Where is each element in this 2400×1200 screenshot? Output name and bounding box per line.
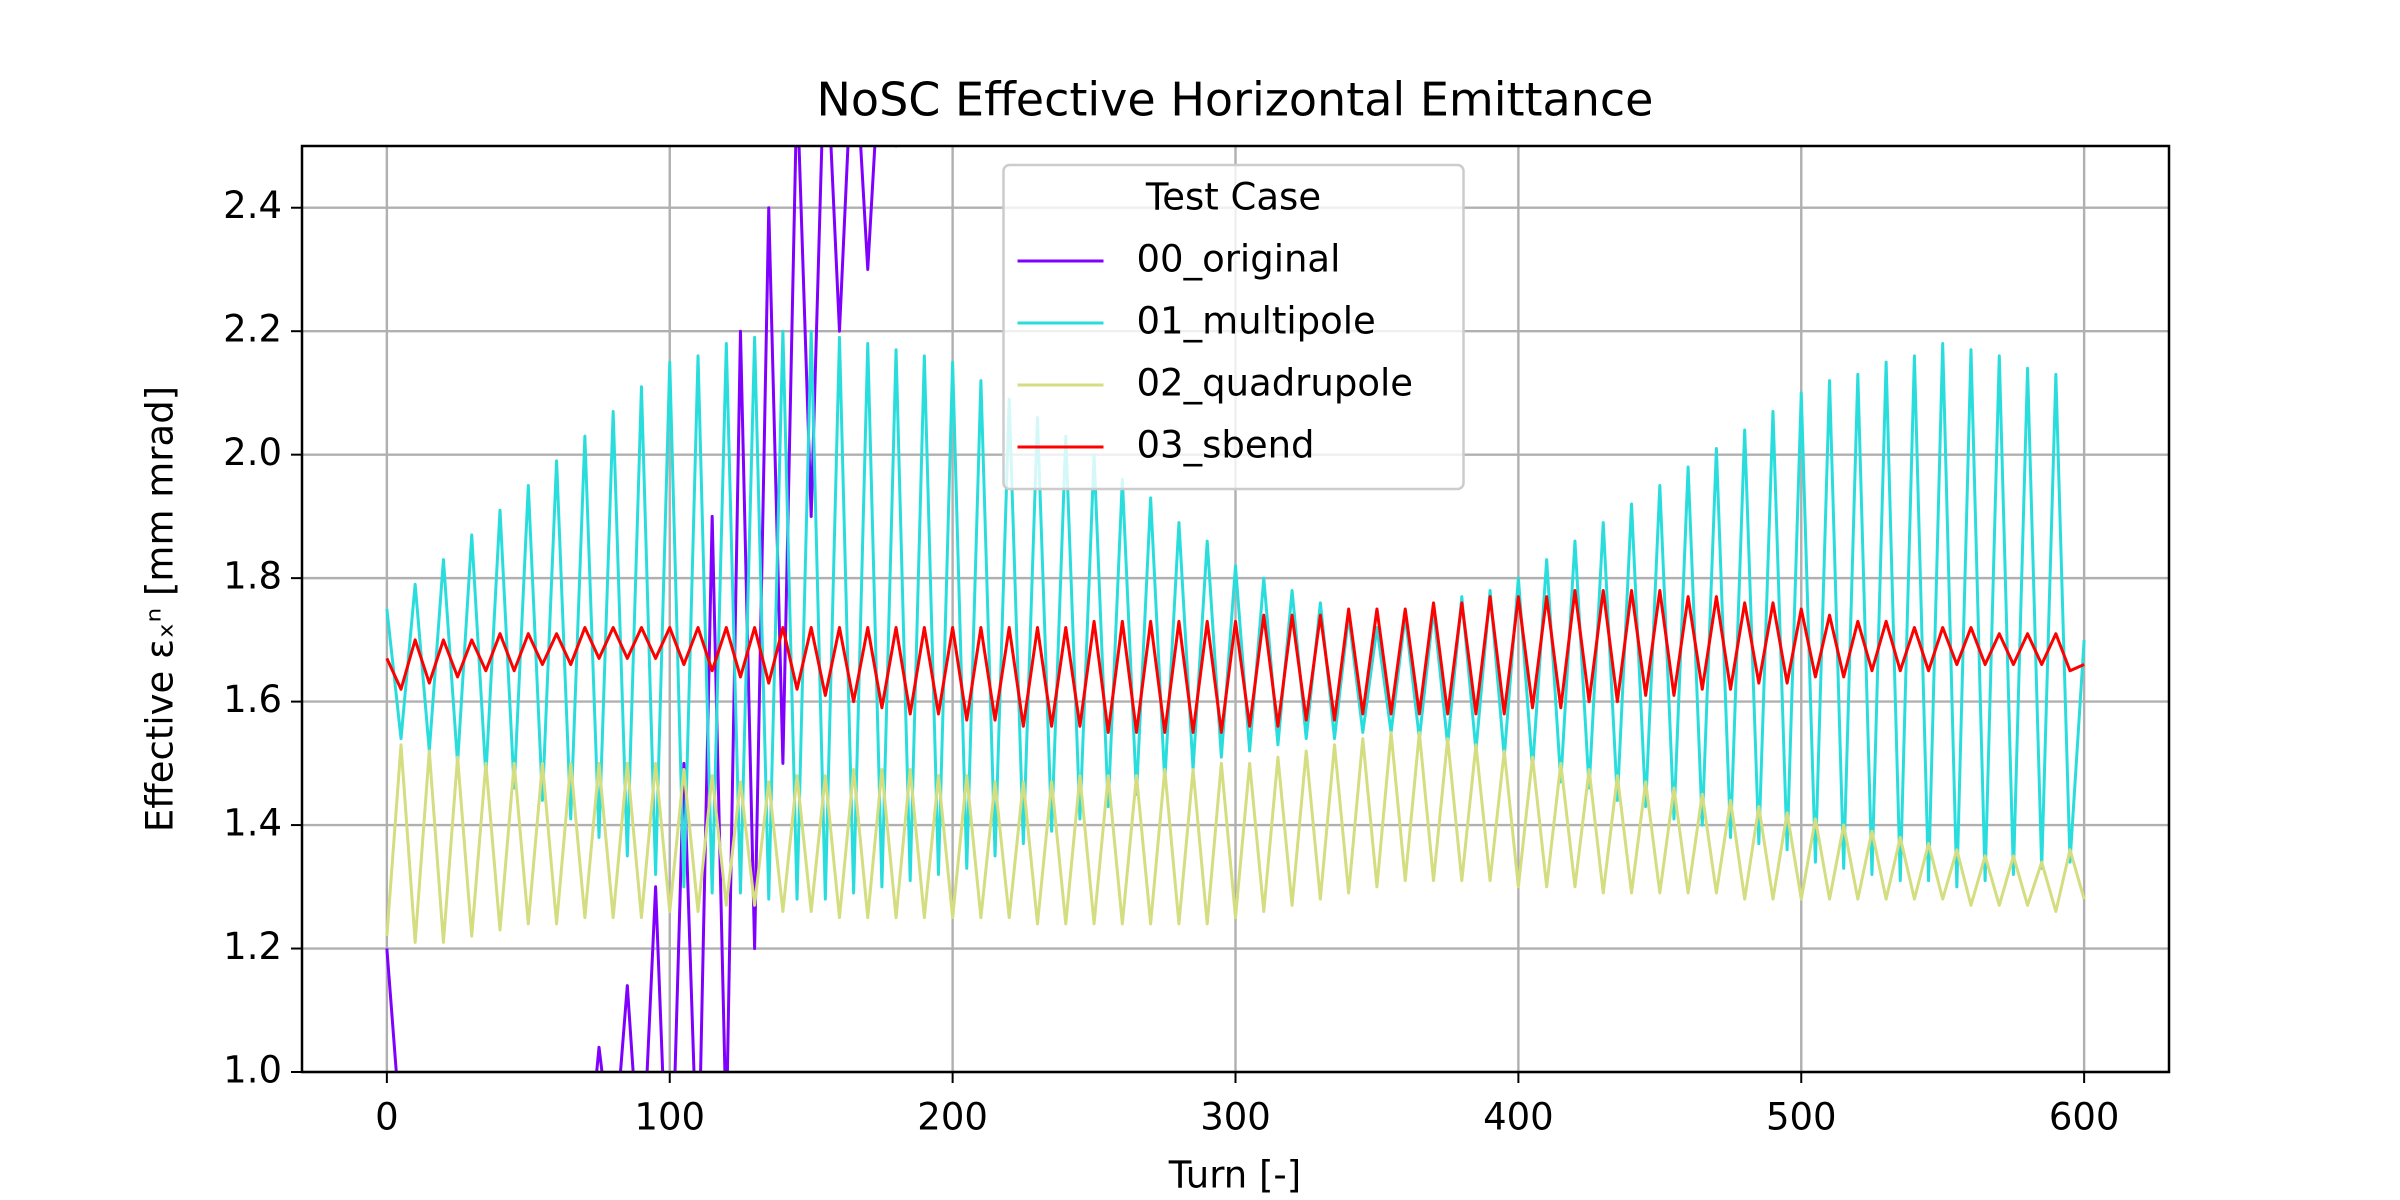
y-tick-label: 2.2 xyxy=(223,308,282,351)
legend-box xyxy=(1002,163,1465,491)
y-tick-label: 1.8 xyxy=(223,555,282,598)
x-tick-label: 100 xyxy=(634,1096,705,1139)
series-line xyxy=(385,588,2085,734)
y-tick-label: 1.4 xyxy=(223,802,282,845)
y-tick-label: 2.0 xyxy=(223,431,282,474)
chart-title: NoSC Effective Horizontal Emittance xyxy=(817,73,1654,127)
ticks: 0 100 200 300 400 500 600 1.0 1.2 1.4 1.6 1.8 2.0 2.2… xyxy=(223,184,2119,1138)
x-tick-label: 200 xyxy=(917,1096,988,1139)
legend-label: 01_multipole xyxy=(1137,300,1376,343)
series-line xyxy=(385,730,2086,944)
legend-label: 02_quadrupole xyxy=(1137,362,1414,405)
x-axis-label: Turn [-] xyxy=(1168,1154,1301,1197)
series-line xyxy=(385,329,2086,901)
y-tick-label: 1.6 xyxy=(223,678,282,721)
y-tick-label: 1.2 xyxy=(223,925,282,968)
plot-area xyxy=(385,146,2086,1072)
x-tick-label: 500 xyxy=(1766,1096,1837,1139)
x-tick-label: 0 xyxy=(375,1096,399,1139)
x-tick-label: 300 xyxy=(1200,1096,1271,1139)
legend: Test Case 00_original 01_multipole 02_quadr… xyxy=(1002,163,1465,491)
x-tick-label: 600 xyxy=(2049,1096,2120,1139)
y-axis-label: Effective εₓⁿ [mm mrad] xyxy=(139,386,182,832)
legend-label: 03_sbend xyxy=(1137,424,1315,467)
series-line xyxy=(385,146,898,1072)
y-tick-label: 2.4 xyxy=(223,184,282,227)
legend-label: 00_original xyxy=(1137,238,1341,281)
legend-title: Test Case xyxy=(1145,176,1321,219)
y-tick-label: 1.0 xyxy=(223,1049,282,1092)
x-tick-label: 400 xyxy=(1483,1096,1554,1139)
